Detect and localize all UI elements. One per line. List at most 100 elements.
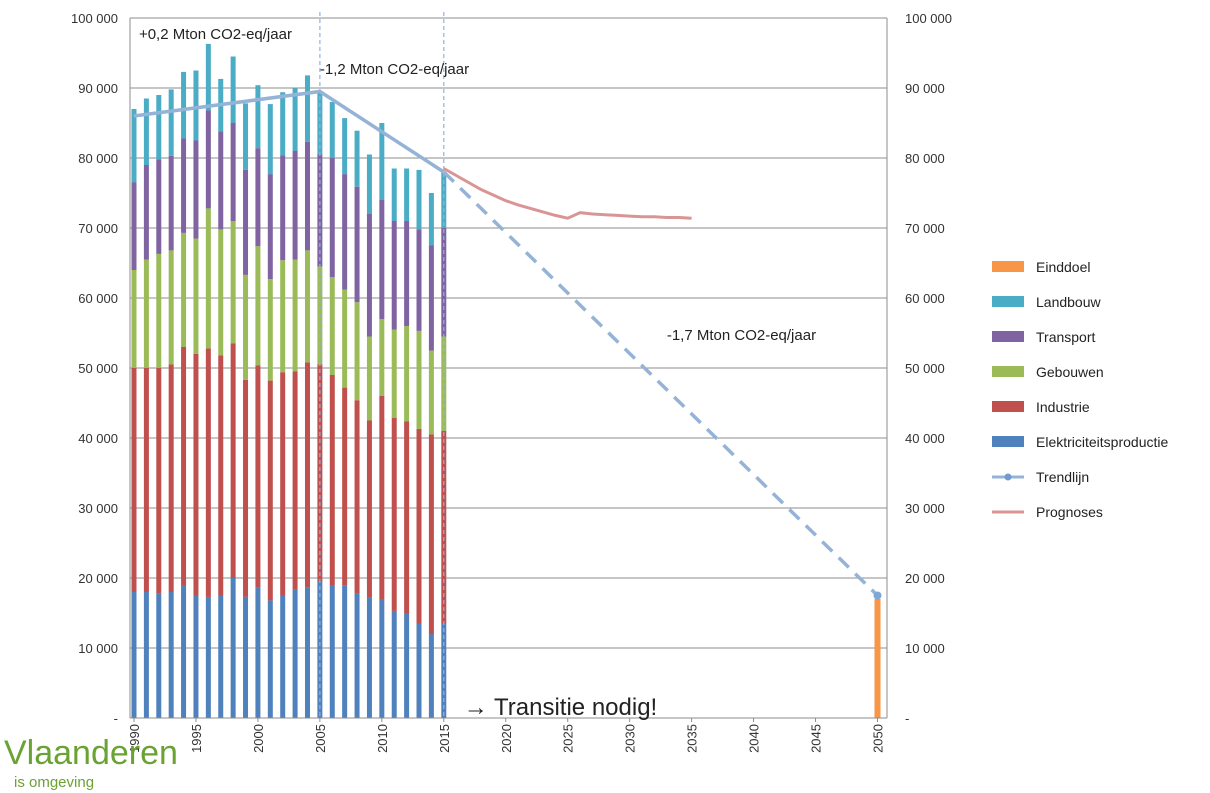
left-y-tick-label: 60 000 bbox=[78, 291, 118, 306]
bar-industrie-2009 bbox=[366, 420, 372, 598]
left-y-axis: - 10 000 20 000 30 000 40 000 50 000 60 000 70 … bbox=[71, 11, 131, 726]
bar-landbouw-1998 bbox=[230, 56, 236, 123]
bar-transport-2015 bbox=[441, 228, 447, 337]
bar-einddoel-2050 bbox=[874, 599, 881, 718]
legend-item-industrie: Industrie bbox=[992, 399, 1090, 415]
bar-gebouwen-2003 bbox=[292, 259, 298, 372]
x-tick-label: 2000 bbox=[251, 724, 266, 753]
bar-elektriciteitsproductie-2011 bbox=[391, 610, 397, 718]
logo-wordmark: Vlaanderen bbox=[4, 734, 178, 772]
bar-landbouw-2001 bbox=[267, 104, 273, 175]
bar-industrie-1999 bbox=[243, 379, 249, 597]
transition-annotation: → Transitie nodig! bbox=[464, 694, 657, 721]
legend-item-trendlijn: Trendlijn bbox=[992, 469, 1089, 485]
bar-elektriciteitsproductie-2004 bbox=[304, 587, 310, 718]
bar-elektriciteitsproductie-1993 bbox=[168, 592, 174, 718]
bar-industrie-1997 bbox=[218, 355, 224, 596]
left-y-tick-label: 50 000 bbox=[78, 361, 118, 376]
bar-gebouwen-1994 bbox=[181, 232, 187, 347]
bar-transport-2008 bbox=[354, 186, 360, 303]
legend: Einddoel Landbouw Transport Gebouwen Industr… bbox=[992, 259, 1168, 520]
bar-elektriciteitsproductie-2003 bbox=[292, 589, 298, 718]
bar-elektriciteitsproductie-2008 bbox=[354, 593, 360, 718]
bar-gebouwen-2001 bbox=[267, 279, 273, 381]
bar-transport-2002 bbox=[280, 155, 286, 261]
bar-transport-2013 bbox=[416, 229, 422, 331]
legend-label: Prognoses bbox=[1036, 504, 1103, 520]
bar-industrie-2014 bbox=[428, 434, 434, 634]
bar-elektriciteitsproductie-2010 bbox=[379, 599, 385, 718]
bar-industrie-2011 bbox=[391, 417, 397, 611]
bar-transport-1994 bbox=[181, 138, 187, 233]
legend-item-prognoses: Prognoses bbox=[992, 504, 1103, 520]
bar-industrie-1998 bbox=[230, 343, 236, 578]
bar-landbouw-1996 bbox=[205, 43, 211, 111]
bar-transport-1991 bbox=[143, 165, 149, 260]
right-y-tick-label: 30 000 bbox=[905, 501, 945, 516]
vertical-marker-lines bbox=[319, 12, 445, 718]
bar-gebouwen-1990 bbox=[131, 270, 137, 368]
bar-landbouw-2013 bbox=[416, 169, 422, 230]
bar-industrie-1995 bbox=[193, 354, 199, 596]
bar-elektriciteitsproductie-1991 bbox=[143, 592, 149, 718]
bar-landbouw-2009 bbox=[366, 154, 372, 214]
bar-industrie-2003 bbox=[292, 371, 298, 590]
bar-elektriciteitsproductie-2002 bbox=[280, 595, 286, 718]
left-y-tick-label: - bbox=[114, 711, 118, 726]
bar-gebouwen-2009 bbox=[366, 336, 372, 421]
x-tick-label: 2035 bbox=[685, 724, 700, 753]
legend-item-gebouwen: Gebouwen bbox=[992, 364, 1104, 380]
bar-gebouwen-2010 bbox=[379, 319, 385, 396]
bar-transport-2012 bbox=[404, 221, 410, 326]
bar-gebouwen-2006 bbox=[329, 277, 335, 375]
bar-landbouw-2006 bbox=[329, 102, 335, 158]
x-tick-label: 2010 bbox=[375, 724, 390, 753]
rate-annotation: -1,7 Mton CO2-eq/jaar bbox=[667, 327, 816, 344]
legend-item-elektriciteitsproductie: Elektriciteitsproductie bbox=[992, 434, 1168, 450]
bar-gebouwen-2013 bbox=[416, 330, 422, 429]
bar-transport-2003 bbox=[292, 151, 298, 260]
bar-industrie-1996 bbox=[205, 348, 211, 597]
legend-label: Einddoel bbox=[1036, 259, 1091, 275]
bar-transport-2000 bbox=[255, 148, 261, 247]
bar-gebouwen-1993 bbox=[168, 250, 174, 365]
bar-elektriciteitsproductie-1995 bbox=[193, 595, 199, 718]
bar-elektriciteitsproductie-1992 bbox=[156, 593, 162, 718]
bar-elektriciteitsproductie-1996 bbox=[205, 596, 211, 718]
bar-elektriciteitsproductie-2000 bbox=[255, 587, 261, 718]
bar-landbouw-1991 bbox=[143, 98, 149, 165]
bar-gebouwen-1995 bbox=[193, 238, 199, 354]
right-y-tick-label: 80 000 bbox=[905, 151, 945, 166]
rate-annotation: +0,2 Mton CO2-eq/jaar bbox=[139, 26, 292, 43]
bar-industrie-2013 bbox=[416, 428, 422, 624]
bar-landbouw-2014 bbox=[428, 193, 434, 246]
right-y-tick-label: 100 000 bbox=[905, 11, 952, 26]
legend-swatch bbox=[992, 296, 1024, 307]
bar-landbouw-2007 bbox=[342, 118, 348, 175]
bar-industrie-2000 bbox=[255, 365, 261, 588]
bar-industrie-1994 bbox=[181, 347, 187, 585]
bar-elektriciteitsproductie-1998 bbox=[230, 578, 236, 718]
bar-transport-2011 bbox=[391, 221, 397, 330]
bar-industrie-2002 bbox=[280, 372, 286, 596]
left-y-tick-label: 90 000 bbox=[78, 81, 118, 96]
bar-transport-1997 bbox=[218, 131, 224, 230]
bar-transport-1992 bbox=[156, 159, 162, 254]
left-y-tick-label: 10 000 bbox=[78, 641, 118, 656]
left-y-tick-label: 20 000 bbox=[78, 571, 118, 586]
legend-swatch bbox=[992, 331, 1024, 342]
bar-transport-1998 bbox=[230, 123, 236, 221]
bar-industrie-1991 bbox=[143, 368, 149, 592]
bar-elektriciteitsproductie-2012 bbox=[404, 613, 410, 718]
bar-industrie-2007 bbox=[342, 387, 348, 586]
x-tick-label: 2050 bbox=[871, 724, 886, 753]
bar-elektriciteitsproductie-2009 bbox=[366, 597, 372, 718]
legend-label: Transport bbox=[1036, 329, 1096, 345]
bar-transport-1995 bbox=[193, 140, 199, 239]
bar-industrie-2010 bbox=[379, 396, 385, 599]
bar-elektriciteitsproductie-1990 bbox=[131, 592, 137, 718]
legend-swatch bbox=[992, 261, 1024, 272]
legend-item-transport: Transport bbox=[992, 329, 1096, 345]
right-y-tick-label: 90 000 bbox=[905, 81, 945, 96]
x-tick-label: 2015 bbox=[437, 724, 452, 753]
